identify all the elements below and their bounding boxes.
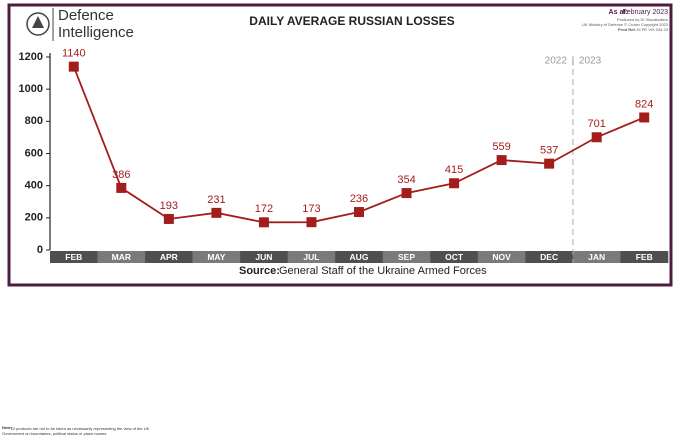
category-cell (382, 251, 431, 263)
data-label: 415 (445, 164, 463, 176)
x-tick-label: JAN (588, 252, 605, 262)
category-cell (430, 251, 479, 263)
data-label: 537 (540, 145, 558, 157)
category-cell (97, 251, 146, 263)
data-point (449, 178, 460, 189)
produced-by: Produced by DI Visualisation (617, 17, 668, 22)
x-tick-label: SEP (398, 252, 415, 262)
y-tick-label: 0 (37, 244, 43, 256)
data-label: 172 (255, 203, 273, 215)
category-cell (240, 251, 288, 263)
source: General Staff of the Ukraine Armed Force… (279, 265, 487, 277)
category-cell (525, 251, 574, 263)
year-label: 2022 (545, 56, 568, 67)
x-tick-label: JUN (255, 252, 272, 262)
chart-title: DAILY AVERAGE RUSSIAN LOSSES (249, 14, 454, 28)
data-label: 231 (207, 194, 225, 206)
y-tick-label: 600 (25, 147, 43, 159)
data-point (544, 158, 555, 169)
year-separator: | (572, 56, 575, 67)
category-cell (192, 251, 241, 263)
x-tick-label: AUG (350, 252, 369, 262)
category-cell (335, 251, 384, 263)
note-box: DI products are not to be taken as neces… (2, 426, 150, 436)
x-tick-label: JUL (303, 252, 319, 262)
y-tick-label: 800 (25, 115, 43, 127)
source-label: Source: (239, 265, 280, 277)
category-cell (572, 251, 621, 263)
x-tick-label: DEC (540, 252, 558, 262)
data-point (116, 182, 127, 193)
data-label: 173 (302, 203, 320, 215)
as-at: February 2023 (622, 9, 668, 16)
data-point (591, 132, 602, 143)
x-tick-label: MAY (207, 252, 225, 262)
brand-line: Defence (58, 7, 114, 24)
category-cell (477, 251, 526, 263)
ref-label: Prod Ref: (618, 27, 636, 32)
data-point (258, 217, 269, 228)
data-label: 386 (112, 169, 130, 181)
data-label: 559 (492, 141, 510, 153)
data-point (306, 217, 317, 228)
data-point (211, 207, 222, 218)
data-label: 701 (588, 118, 606, 130)
brand-line: Intelligence (58, 24, 134, 41)
data-label: 236 (350, 193, 368, 205)
data-point (68, 61, 79, 72)
data-point (496, 155, 507, 166)
data-label: 354 (397, 174, 415, 186)
frame (7, 3, 673, 287)
y-tick-label: 200 (25, 212, 43, 224)
data-label: 193 (160, 200, 178, 212)
y-tick-label: 1000 (19, 83, 43, 95)
data-label: 824 (635, 98, 653, 110)
data-point (163, 213, 174, 224)
x-tick-label: APR (160, 252, 178, 262)
data-label: 1140 (62, 48, 86, 60)
category-cell (145, 251, 193, 263)
data-point (639, 112, 650, 123)
copyright: UK Ministry of Defence © Crown Copyright… (582, 22, 669, 27)
logo (26, 8, 54, 41)
x-tick-label: NOV (492, 252, 511, 262)
note-label: Note: (2, 425, 12, 430)
x-tick-label: MAR (112, 252, 131, 262)
ref: DI PE VIS 034 23 (637, 27, 669, 32)
category-cell (50, 251, 98, 263)
data-point (354, 207, 364, 218)
category-cell (287, 251, 336, 263)
x-tick-label: OCT (445, 252, 464, 262)
y-tick-label: 1200 (19, 51, 43, 63)
as-at-label: As at: (609, 9, 628, 16)
year-label: 2023 (579, 56, 602, 67)
data-point (401, 188, 412, 199)
category-cell (620, 251, 669, 263)
y-tick-label: 400 (25, 180, 43, 192)
x-tick-label: FEB (636, 252, 653, 262)
note: DI products are not to be taken as neces… (2, 426, 150, 436)
x-tick-label: FEB (65, 252, 82, 262)
